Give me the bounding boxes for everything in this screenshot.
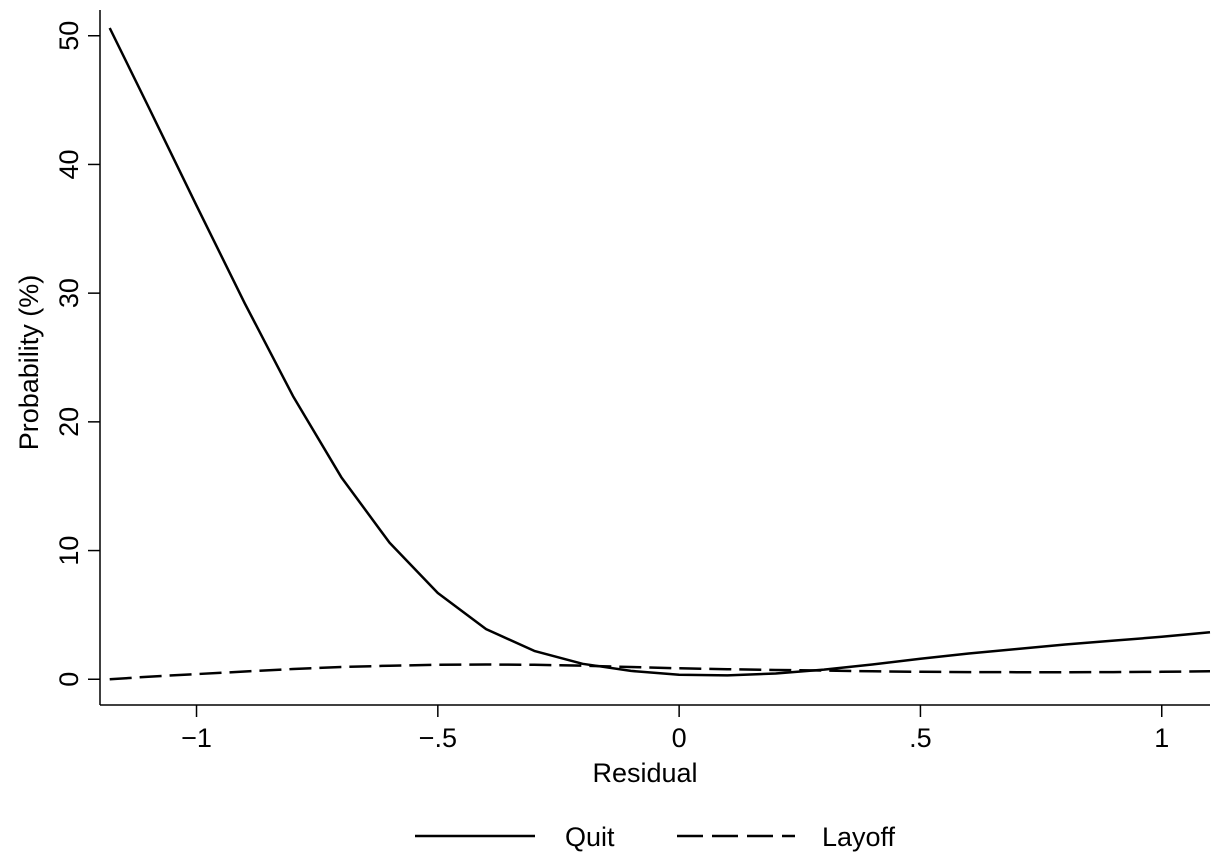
plot-axes (99, 10, 1210, 706)
x-tick-label: .5 (909, 723, 932, 753)
y-axis-label: Probability (%) (14, 275, 44, 451)
x-axis-label: Residual (592, 758, 697, 788)
x-tick-label: −.5 (419, 723, 457, 753)
x-tick-label: −1 (181, 723, 212, 753)
legend-label-quit: Quit (565, 822, 615, 852)
y-tick-label: 30 (54, 278, 84, 308)
legend-label-layoff: Layoff (822, 822, 896, 852)
legend: Quit Layoff (415, 822, 896, 852)
y-axis-ticks: 0 10 20 30 40 50 (54, 21, 100, 687)
y-tick-label: 20 (54, 407, 84, 437)
series-layer (108, 27, 1211, 681)
x-tick-label: 1 (1154, 723, 1169, 753)
y-tick-label: 0 (54, 672, 84, 687)
x-tick-label: 0 (672, 723, 687, 753)
y-tick-label: 50 (54, 21, 84, 51)
y-tick-label: 40 (54, 149, 84, 179)
series-line-layoff (109, 663, 1211, 681)
series-line-quit (108, 27, 1211, 677)
x-axis-ticks: −1 −.5 0 .5 1 (181, 705, 1169, 753)
y-tick-label: 10 (54, 536, 84, 566)
